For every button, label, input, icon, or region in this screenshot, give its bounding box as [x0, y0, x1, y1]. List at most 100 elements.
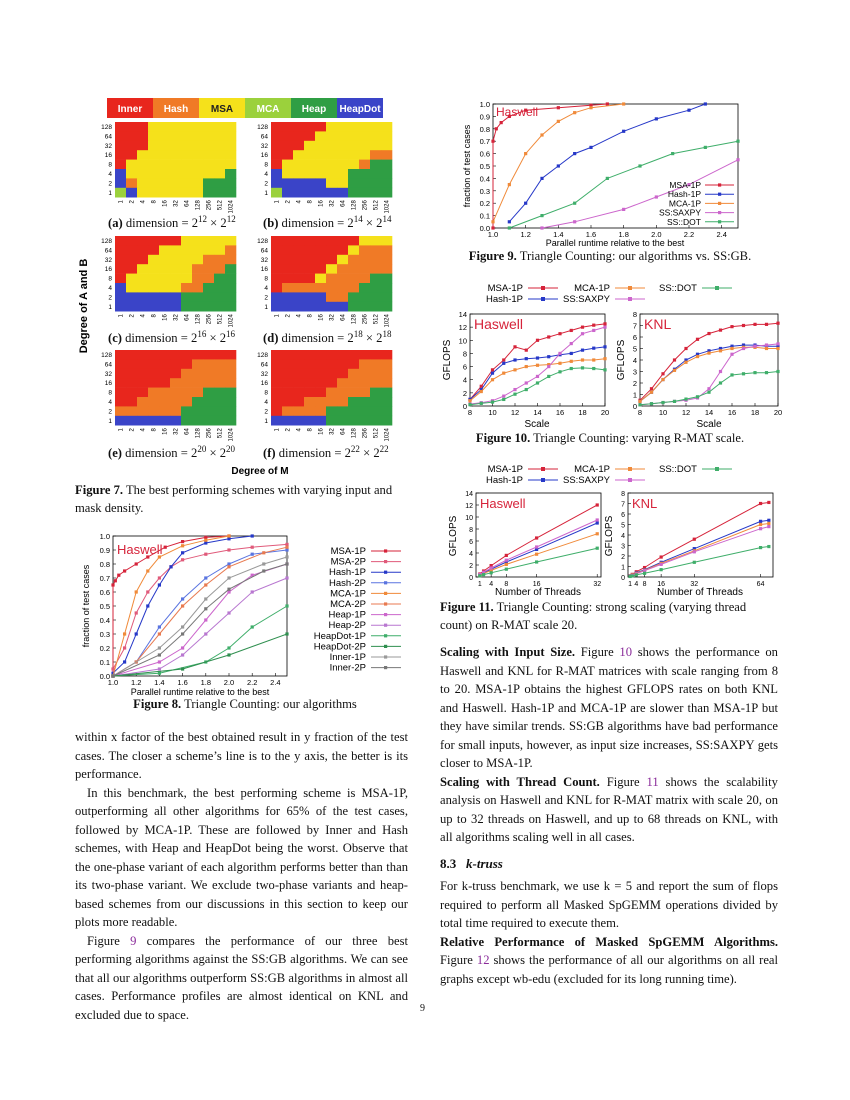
heatmap-cell: [359, 292, 371, 303]
heatmap-cell: [148, 273, 160, 284]
x-tick-label: 32: [174, 200, 180, 207]
heatmap-cell: [115, 301, 127, 312]
heatmap-cell: [192, 236, 204, 246]
heatmap-cell: [348, 178, 360, 189]
heatmap-cell: [115, 254, 127, 265]
heatmap-cell: [181, 159, 193, 170]
heatmap-cell: [192, 301, 204, 312]
x-tick-label: 256: [207, 428, 213, 439]
data-point: [204, 538, 208, 542]
heatmap-cell: [159, 397, 171, 407]
heatmap-cell: [225, 406, 237, 417]
data-point: [157, 653, 161, 657]
heatmap-cell: [326, 283, 338, 293]
data-point: [227, 646, 231, 650]
heatmap-cell: [282, 150, 294, 160]
y-tick-label: 0.3: [480, 187, 490, 196]
heatmap-cell: [170, 292, 182, 303]
heatmap-cell: [370, 264, 382, 274]
series-line-ss-dot: [509, 140, 739, 229]
heatmap-cell: [137, 415, 149, 426]
heatmap-cell: [348, 150, 360, 160]
heatmap-cell: [348, 245, 360, 256]
x-tick-label: 4: [634, 581, 638, 588]
heatmap-cell: [214, 245, 226, 256]
right-paragraph-2: Scaling with Thread Count. Figure 11 sho…: [440, 774, 778, 845]
heatmap-cell: [181, 283, 193, 293]
data-point: [573, 201, 577, 205]
heatmap-cell: [192, 254, 204, 265]
heatmap-cell: [326, 159, 338, 170]
heatmap-cell: [282, 283, 294, 293]
data-point: [605, 102, 609, 106]
heatmap-cell: [293, 140, 305, 151]
heatmap-cell: [192, 264, 204, 274]
heatmap-cell: [192, 140, 204, 151]
heatmap-cell: [315, 169, 327, 179]
data-point: [134, 562, 138, 566]
heatmap-cell: [282, 415, 294, 426]
data-point: [524, 381, 528, 385]
heatmap-cell: [225, 245, 237, 256]
heatmap-cell: [381, 236, 393, 246]
heatmap-cell: [282, 131, 294, 142]
heatmap-cell: [315, 350, 327, 360]
data-point: [204, 552, 208, 556]
heatmap-cell: [359, 406, 371, 417]
figure-11-link[interactable]: 11: [646, 774, 659, 789]
y-tick-label: 14: [465, 491, 473, 498]
x-tick-label: 2: [286, 200, 292, 204]
legend-label: Inner-2P: [330, 663, 366, 674]
x-tick-label: 16: [319, 428, 325, 435]
heatmap-cell: [159, 245, 171, 256]
heatmap-cell: [225, 254, 237, 265]
y-axis-label: fraction of test cases: [81, 564, 91, 647]
heatmap-cell: [203, 397, 215, 407]
heatmap-cell: [137, 387, 149, 398]
figure-9-link[interactable]: 9: [130, 933, 137, 948]
data-point: [535, 560, 539, 564]
x-tick-label: 512: [218, 200, 224, 211]
x-tick-label: 1: [119, 314, 125, 318]
heatmap-cell: [214, 187, 226, 198]
data-point: [524, 387, 528, 392]
data-point: [767, 521, 771, 526]
heatmap-cell: [326, 292, 338, 303]
heatmap-cell: [359, 397, 371, 407]
heatmap-cell: [181, 264, 193, 274]
heatmap-cell: [225, 292, 237, 303]
data-point: [181, 540, 185, 544]
legend-label: SS::DOT: [667, 217, 701, 227]
heatmap-cell: [148, 169, 160, 179]
machine-label: Haswell: [480, 496, 526, 511]
data-point: [504, 560, 508, 564]
y-tick-label: 32: [105, 371, 113, 378]
data-point: [767, 544, 771, 549]
legend-swatch-mca: [245, 98, 291, 118]
legend-label: Hash-1P: [329, 567, 366, 578]
legend-marker: [718, 211, 722, 215]
x-tick-label: 2.4: [716, 230, 726, 239]
heatmap-cell: [315, 122, 327, 132]
heatmap-cell: [370, 301, 382, 312]
x-tick-label: 128: [196, 200, 202, 211]
figure-10-link[interactable]: 10: [619, 645, 632, 659]
data-point: [764, 371, 769, 375]
data-point: [767, 500, 771, 505]
figure-12-link[interactable]: 12: [476, 953, 490, 967]
data-point: [603, 368, 607, 372]
heatmap-cell: [137, 406, 149, 417]
y-tick-label: 64: [261, 247, 269, 254]
x-tick-label: 512: [374, 200, 380, 211]
heatmap-cell: [192, 150, 204, 160]
x-axis-label: Scale: [696, 419, 721, 430]
heatmap-cell: [326, 387, 338, 398]
heatmap-cell: [304, 178, 316, 189]
heatmap-cell: [159, 283, 171, 293]
data-point: [695, 337, 700, 341]
data-point: [507, 183, 511, 187]
heatmap-cell: [192, 159, 204, 170]
heatmap-cell: [337, 131, 349, 142]
heatmap-cell: [304, 245, 316, 256]
